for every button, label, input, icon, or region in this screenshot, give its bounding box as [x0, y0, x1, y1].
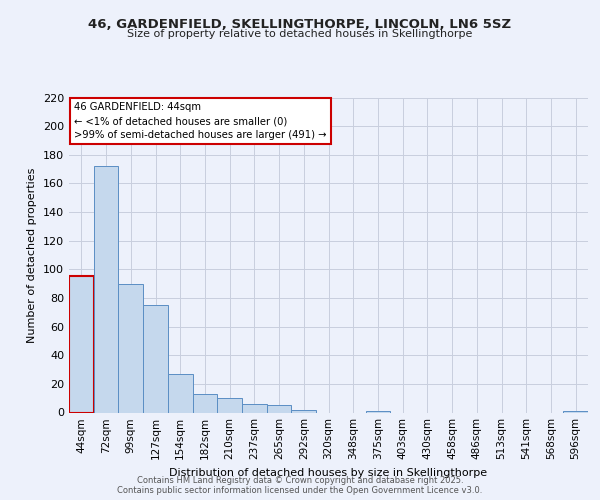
X-axis label: Distribution of detached houses by size in Skellingthorpe: Distribution of detached houses by size …	[169, 468, 488, 478]
Bar	[143, 305, 168, 412]
Text: 46, GARDENFIELD, SKELLINGTHORPE, LINCOLN, LN6 5SZ: 46, GARDENFIELD, SKELLINGTHORPE, LINCOLN…	[88, 18, 512, 30]
Text: Size of property relative to detached houses in Skellingthorpe: Size of property relative to detached ho…	[127, 29, 473, 39]
Bar	[292, 410, 316, 412]
Text: 46 GARDENFIELD: 44sqm
← <1% of detached houses are smaller (0)
>99% of semi-deta: 46 GARDENFIELD: 44sqm ← <1% of detached …	[74, 102, 326, 140]
Text: Contains public sector information licensed under the Open Government Licence v3: Contains public sector information licen…	[118, 486, 482, 495]
Bar	[217, 398, 242, 412]
Bar	[118, 284, 143, 412]
Bar	[267, 406, 292, 412]
Bar	[563, 411, 588, 412]
Bar	[242, 404, 267, 412]
Bar	[69, 276, 94, 412]
Bar	[193, 394, 217, 412]
Text: Contains HM Land Registry data © Crown copyright and database right 2025.: Contains HM Land Registry data © Crown c…	[137, 476, 463, 485]
Bar	[168, 374, 193, 412]
Bar	[365, 411, 390, 412]
Y-axis label: Number of detached properties: Number of detached properties	[28, 168, 37, 342]
Bar	[94, 166, 118, 412]
